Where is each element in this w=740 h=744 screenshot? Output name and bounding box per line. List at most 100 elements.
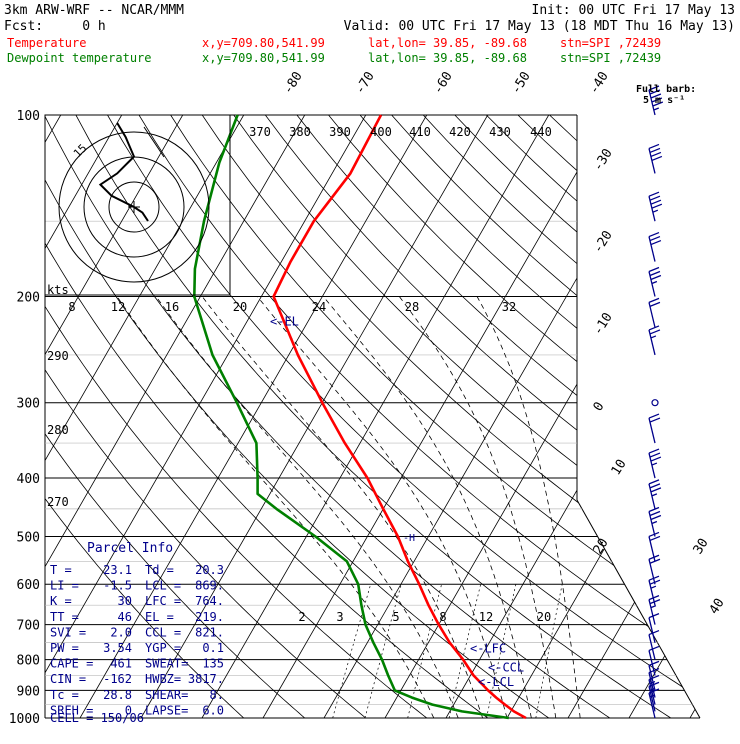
moist-adiabat-label: 8 [68,300,75,314]
init-time: Init: 00 UTC Fri 17 May 13 [532,3,736,18]
wind-barb-flag [651,488,661,492]
isotherm-label: 30 [691,536,712,557]
wind-barb-flag [650,302,660,306]
hodograph-trace [100,123,148,221]
isotherm-line [141,115,488,718]
parcel-row-left-label: T = [50,563,72,577]
mixing-ratio-label: 20 [537,610,551,624]
wind-barb-flag [649,298,659,302]
isotherm-label: 40 [707,596,728,617]
parcel-level-label: <-LFC [470,642,506,656]
isotherm-label: -80 [281,69,306,97]
isotherm-label: -10 [591,310,616,338]
wind-barb-flag [650,196,660,200]
pressure-tick-label: 600 [17,578,40,593]
dry-adiabat-line [265,115,740,718]
parcel-row-left-label: Tc = [50,688,79,702]
theta-label: 410 [409,125,431,139]
isotherm-line [263,115,610,718]
dry-adiabat-line [581,115,740,718]
wind-barb-flag [650,484,660,488]
wind-barb-flag [649,661,659,665]
wind-barb-half [652,463,657,465]
parcel-row-left-value: 28.8 [103,688,132,702]
valid-time: Valid: 00 UTC Fri 17 May 13 (18 MDT Thu … [344,19,735,34]
dry-adiabat-line [707,115,740,718]
wind-barb-flag [651,241,661,245]
parcel-row-right-label: LFC = [145,594,181,608]
wind-barb-flag [649,480,659,484]
wind-barb-flag [650,148,660,152]
isotherm-line [202,115,549,718]
theta-label: 400 [370,125,392,139]
full-barb-units: 5 m s⁻¹ [643,95,685,106]
wind-barb-flag [649,414,659,418]
wind-barb-flag [649,268,659,272]
wind-barb-flag [649,507,659,511]
mixing-ratio-label: 8 [439,610,446,624]
moist-adiabat-label: 32 [502,300,516,314]
parcel-row-left-value: 3.54 [103,641,132,655]
dry-adiabat-line [329,115,740,718]
parcel-cell: CELL = 150/06 [50,711,144,725]
pressure-tick-label: 800 [17,654,40,669]
wind-barb-flag [652,156,662,160]
temperature-legend-xy: x,y=709.80,541.99 [202,36,325,50]
isotherm-line [690,115,740,718]
parcel-level-label: <-CCL [488,660,524,674]
theta-left-label: 290 [47,349,69,363]
dry-adiabat-line [613,115,740,718]
parcel-row-right-label: Td = [145,563,174,577]
isotherm-label: 0 [591,400,608,415]
wind-barb-flag [650,536,660,540]
theta-label: 380 [289,125,311,139]
parcel-row-right-value: 821. [195,625,224,639]
theta-left-label: 280 [47,423,69,437]
wind-barb-flag [649,326,659,330]
wind-barb-flag [649,646,659,650]
temperature-legend-latlon: lat,lon= 39.85, -89.68 [368,36,527,50]
parcel-row-left-value: -1.5 [103,579,132,593]
isotherm-label: 20 [591,536,612,557]
moist-adiabat-label: 12 [111,300,125,314]
wind-barb-half [652,494,657,496]
hodograph-ring-label: 15 [71,142,90,161]
full-barb-label: Full barb: [636,84,696,95]
isotherm-label: 10 [609,457,630,478]
moist-adiabat-label: 16 [165,300,179,314]
wind-barb-flag [651,276,661,280]
marker-label: -H [403,533,415,544]
parcel-row-right-label: CCL = [145,625,181,639]
wind-barb-flag [649,449,659,453]
parcel-row-left-label: PW = [50,641,79,655]
parcel-row-right-value: 8. [210,688,224,702]
theta-left-label: 270 [47,495,69,509]
parcel-row-left-label: SVI = [50,625,86,639]
wind-barb-half [652,282,657,284]
mixing-ratio-label: 12 [479,610,493,624]
parcel-row-right-label: YGP = [145,641,181,655]
pressure-tick-label: 200 [17,291,40,306]
pressure-tick-label: 100 [17,109,40,124]
model-title: 3km ARW-WRF -- NCAR/MMM [4,3,184,18]
mixing-ratio-label: 2 [298,610,305,624]
theta-label: 420 [449,125,471,139]
dewpoint-legend-latlon: lat,lon= 39.85, -89.68 [368,51,527,65]
wind-barb-flag [650,511,660,515]
parcel-row-left-label: LI = [50,579,79,593]
wind-barb-flag [651,457,661,461]
isotherm-line [446,115,740,718]
dry-adiabat-line [550,115,740,718]
parcel-row-right-label: LAPSE= [145,703,188,717]
hodograph-storm-motion [144,127,164,157]
parcel-row-right-label: SHEAR= [145,688,188,702]
parcel-row-left-value: 46 [118,610,132,624]
mixing-ratio-line [365,584,401,718]
isotherm-line [629,115,740,718]
wind-calm-marker [652,400,658,406]
parcel-row-left-value: 461 [110,657,132,671]
parcel-row-right-label: LCL = [145,579,181,593]
parcel-row-right-value: 219. [195,610,224,624]
wind-barb-half [652,521,657,523]
